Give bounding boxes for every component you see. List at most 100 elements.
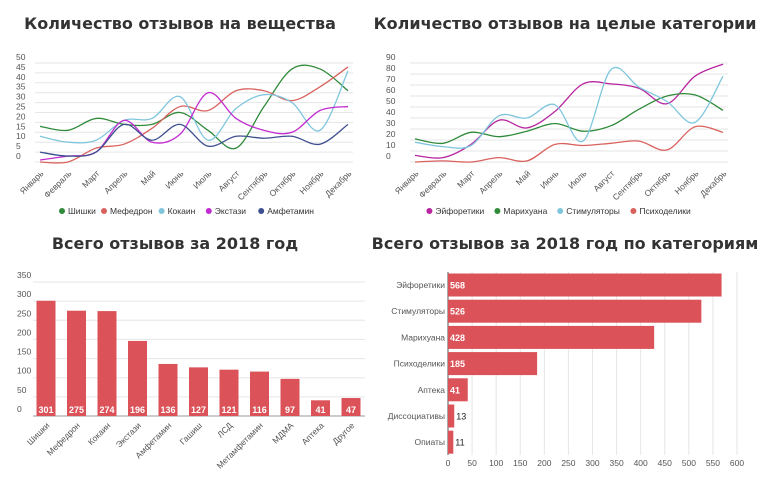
- y-tick-label: 50: [17, 385, 27, 395]
- y-tick-label: 0: [17, 404, 22, 414]
- y-tick-label: 45: [16, 62, 26, 72]
- legend-marker: [101, 208, 107, 214]
- x-tick-label: Август: [591, 168, 616, 193]
- bar-Стимуляторы: [448, 299, 702, 323]
- x-tick-label: Декабрь: [323, 168, 354, 199]
- x-tick-label: Март: [455, 168, 477, 190]
- y-tick-label: 90: [386, 52, 396, 62]
- y-tick-label: Стимуляторы: [391, 306, 445, 316]
- y-tick-label: 0: [16, 151, 21, 161]
- legend-label: Шишки: [68, 206, 96, 216]
- x-tick-label: 150: [513, 458, 527, 468]
- x-tick-label: МДМА: [270, 420, 295, 445]
- chart-title-total-categories: Всего отзывов за 2018 год по категориям: [372, 234, 759, 253]
- legend-label: Стимуляторы: [566, 206, 620, 216]
- y-tick-label: 100: [17, 366, 31, 376]
- x-tick-label: 600: [730, 458, 744, 468]
- y-tick-label: 5: [16, 141, 21, 151]
- x-tick-label: Апрель: [477, 168, 505, 196]
- data-label: 13: [456, 412, 466, 422]
- series-line-Психоделики: [414, 125, 724, 163]
- y-tick-label: Аптека: [418, 385, 446, 395]
- legend-marker: [426, 208, 433, 214]
- x-tick-label: Февраль: [42, 168, 74, 200]
- data-label: 41: [315, 405, 325, 415]
- x-tick-label: 200: [537, 458, 551, 468]
- x-tick-label: ЛСД: [215, 420, 234, 439]
- x-tick-label: Ноябрь: [672, 168, 700, 196]
- x-tick-label: 250: [561, 458, 575, 468]
- legend-marker: [258, 208, 265, 214]
- y-tick-label: Марихуана: [401, 332, 445, 342]
- x-tick-label: Декабрь: [698, 168, 729, 199]
- data-label: 185: [450, 359, 465, 369]
- data-label: 526: [450, 307, 465, 317]
- bar-Метамфетамин: [250, 371, 269, 416]
- x-tick-label: Апрель: [102, 168, 130, 196]
- y-tick-label: 20: [386, 129, 396, 139]
- y-tick-label: 10: [16, 131, 26, 141]
- x-tick-label: Мефедрон: [45, 420, 82, 457]
- bar-Амфетамин: [158, 363, 178, 416]
- legend-label: Марихуана: [503, 206, 547, 216]
- series-line-Мефедрон: [39, 66, 349, 164]
- bar-Мефедрон: [67, 310, 86, 416]
- x-tick-label: 300: [585, 458, 599, 468]
- data-label: 47: [346, 405, 356, 415]
- data-label: 275: [69, 405, 84, 415]
- bar-ЛСД: [219, 369, 239, 416]
- x-tick-label: Май: [139, 168, 158, 187]
- legend-marker: [59, 208, 65, 214]
- chart-title-total: Всего отзывов за 2018 год: [52, 234, 298, 253]
- y-tick-label: 250: [17, 308, 31, 318]
- bar-Опиаты: [448, 430, 454, 454]
- bar-Аптека: [311, 400, 330, 416]
- x-tick-label: Аптека: [299, 420, 326, 447]
- bar-Другое: [341, 398, 361, 416]
- legend-label: Экстази: [215, 206, 247, 216]
- y-tick-label: Эйфоретики: [396, 280, 445, 290]
- chart-title-substances: Количество отзывов на вещества: [24, 14, 336, 33]
- bar-Гашиш: [189, 367, 208, 416]
- y-tick-label: 30: [16, 92, 26, 102]
- series-line-Кокаин: [39, 70, 349, 144]
- y-tick-label: 0: [386, 151, 391, 161]
- data-label: 41: [450, 385, 460, 395]
- x-tick-label: Октябрь: [267, 168, 298, 199]
- x-tick-label: 50: [467, 458, 477, 468]
- y-tick-label: 40: [16, 72, 26, 82]
- x-tick-label: Июль: [566, 168, 589, 191]
- legend-marker: [557, 208, 564, 214]
- y-tick-label: 150: [17, 347, 31, 357]
- x-tick-label: Гашиш: [178, 420, 204, 446]
- data-label: 11: [455, 438, 464, 448]
- y-tick-label: 60: [386, 85, 396, 95]
- x-tick-label: 400: [634, 458, 648, 468]
- x-tick-label: Февраль: [417, 168, 449, 200]
- y-tick-label: Опиаты: [414, 437, 445, 447]
- data-label: 428: [450, 333, 465, 343]
- bar-Эйфоретики: [448, 273, 722, 297]
- data-label: 116: [252, 405, 267, 415]
- y-tick-label: 20: [16, 111, 26, 121]
- legend-marker: [630, 208, 637, 214]
- bar-Диссоциативы: [448, 404, 455, 428]
- y-tick-label: 350: [17, 270, 31, 280]
- x-tick-label: Май: [514, 168, 533, 187]
- x-tick-label: Октябрь: [642, 168, 673, 199]
- bar-Аптека: [448, 378, 468, 402]
- y-tick-label: 300: [17, 289, 31, 299]
- x-tick-label: 100: [489, 458, 503, 468]
- series-line-Стимуляторы: [414, 66, 724, 149]
- y-tick-label: 25: [16, 102, 26, 112]
- y-tick-label: 50: [16, 52, 26, 62]
- y-tick-label: Диссоциативы: [388, 411, 445, 421]
- data-label: 301: [38, 405, 53, 415]
- x-tick-label: Март: [80, 168, 102, 190]
- series-line-Амфетамин: [39, 123, 349, 157]
- series-line-Шишки: [39, 64, 349, 150]
- y-tick-label: 50: [386, 96, 396, 106]
- x-tick-label: 550: [706, 458, 720, 468]
- series-line-Марихуана: [414, 92, 724, 145]
- x-tick-label: 450: [658, 458, 672, 468]
